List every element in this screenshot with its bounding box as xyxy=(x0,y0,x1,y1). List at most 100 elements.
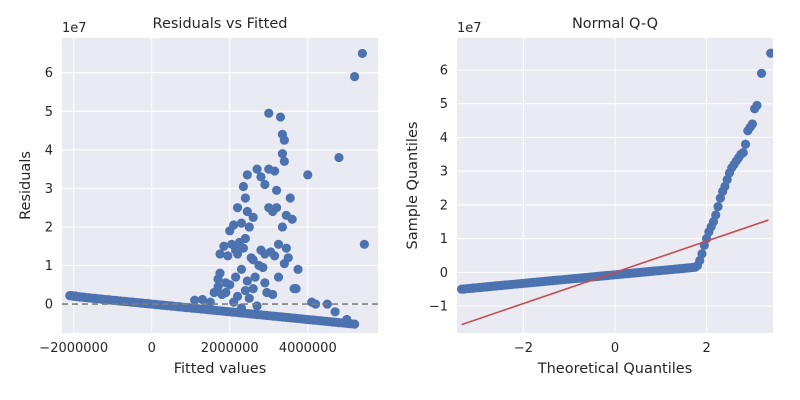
data-point xyxy=(205,297,215,307)
data-point xyxy=(240,233,250,244)
x-tick-label: 2 xyxy=(702,341,710,356)
data-point xyxy=(766,48,773,58)
y-tick-label: 1 xyxy=(440,232,448,247)
data-point xyxy=(277,222,288,232)
data-point xyxy=(112,296,122,306)
data-point xyxy=(223,251,233,261)
x-axis-label: Fitted values xyxy=(174,361,267,377)
y-tick-label: 4 xyxy=(45,143,53,158)
data-point xyxy=(248,212,258,222)
data-point xyxy=(240,285,250,296)
data-point xyxy=(349,319,360,329)
data-point xyxy=(285,193,295,203)
data-point xyxy=(482,282,492,292)
data-point xyxy=(104,295,114,305)
data-point xyxy=(240,193,250,203)
data-point xyxy=(213,282,223,292)
y-axis-label: Residuals xyxy=(18,151,34,220)
data-point xyxy=(713,201,723,212)
x-tick-label: 0 xyxy=(611,341,619,356)
data-point xyxy=(166,301,176,311)
normal-qq-panel: −2 0 2 −1 0 1 2 3 4 5 6 1e7 Normal Q-Q Theoretical Qu… xyxy=(405,16,773,377)
data-point xyxy=(231,272,241,282)
x-tick-label: 4000000 xyxy=(279,341,337,356)
data-point xyxy=(238,181,249,192)
data-point xyxy=(281,243,291,253)
data-point xyxy=(242,170,252,180)
data-point xyxy=(349,71,360,82)
data-point xyxy=(215,268,225,278)
plot-area xyxy=(457,48,773,326)
data-point xyxy=(334,152,344,163)
data-point xyxy=(250,272,260,282)
data-point xyxy=(197,294,208,305)
y-axis-label: Sample Quantiles xyxy=(405,122,421,250)
data-point xyxy=(182,302,192,313)
data-point xyxy=(236,303,247,313)
data-point xyxy=(697,249,707,259)
y-tick-label: 2 xyxy=(440,198,448,213)
data-point xyxy=(330,307,340,317)
data-point xyxy=(221,287,231,298)
data-point xyxy=(273,272,284,282)
data-point xyxy=(260,278,270,288)
data-point xyxy=(468,283,478,293)
y-offset-label: 1e7 xyxy=(457,21,482,36)
data-point xyxy=(287,214,297,224)
y-tick-label: 3 xyxy=(440,165,448,180)
data-point xyxy=(215,249,225,259)
data-point xyxy=(277,149,288,159)
y-tick-label: 6 xyxy=(440,64,448,79)
data-point xyxy=(229,297,239,307)
data-point xyxy=(256,172,266,182)
data-point xyxy=(273,239,284,249)
data-point xyxy=(293,264,303,274)
data-point xyxy=(740,139,751,149)
data-point xyxy=(260,179,270,190)
data-point xyxy=(756,68,767,78)
data-point xyxy=(271,203,282,213)
y-offset-label: 1e7 xyxy=(62,21,87,36)
data-point xyxy=(264,108,274,118)
plot-area xyxy=(62,48,378,329)
data-point xyxy=(258,262,268,273)
qq-reference-line xyxy=(461,219,769,326)
data-point xyxy=(190,295,200,305)
data-point xyxy=(270,166,280,176)
data-point xyxy=(225,280,235,290)
data-point xyxy=(96,294,106,304)
x-tick-label: 2000000 xyxy=(201,341,259,356)
data-point xyxy=(244,222,254,232)
data-point xyxy=(279,135,289,145)
data-point xyxy=(475,282,485,293)
data-point xyxy=(491,281,501,291)
data-point xyxy=(248,284,258,294)
data-point xyxy=(359,239,369,249)
data-point xyxy=(738,148,748,158)
y-tick-label: 1 xyxy=(45,259,53,274)
data-point xyxy=(252,164,262,174)
data-point xyxy=(232,203,243,213)
data-point xyxy=(279,156,289,166)
y-tick-label: −1 xyxy=(429,300,448,315)
y-tick-label: 5 xyxy=(440,97,448,112)
x-tick-label: −2000000 xyxy=(39,341,108,356)
data-point xyxy=(244,293,254,303)
data-point xyxy=(232,249,243,259)
data-point xyxy=(252,301,262,311)
data-point xyxy=(752,100,762,111)
data-point xyxy=(238,243,249,253)
y-tick-label: 6 xyxy=(45,66,53,81)
data-point xyxy=(357,48,367,59)
y-tick-label: 2 xyxy=(45,220,53,235)
x-axis-label: Theoretical Quantiles xyxy=(537,361,693,377)
residuals-vs-fitted-panel: −2000000 0 2000000 4000000 0 1 2 3 4 5 6 1e7 Residua… xyxy=(18,16,378,377)
chart-title: Residuals vs Fitted xyxy=(153,16,288,32)
y-tick-label: 0 xyxy=(45,298,53,313)
y-tick-label: 3 xyxy=(45,182,53,197)
data-point xyxy=(158,300,169,310)
data-point xyxy=(242,206,252,217)
data-point xyxy=(747,119,757,129)
data-point xyxy=(268,289,278,300)
